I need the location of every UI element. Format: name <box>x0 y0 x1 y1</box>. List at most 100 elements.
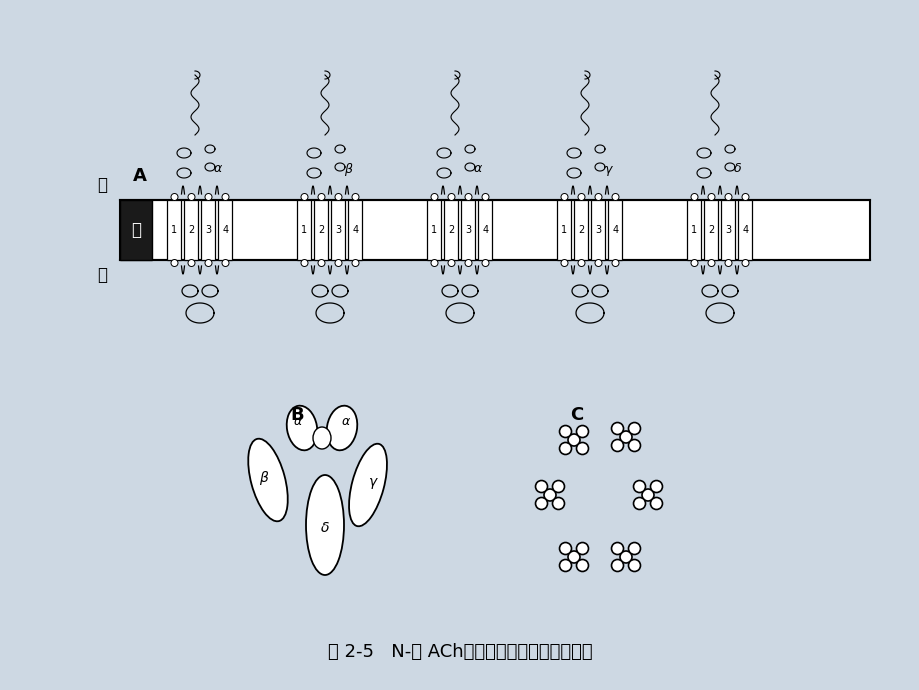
Circle shape <box>318 193 324 201</box>
Circle shape <box>187 193 195 201</box>
Text: 4: 4 <box>482 225 488 235</box>
Circle shape <box>724 193 732 201</box>
Circle shape <box>619 551 631 563</box>
Circle shape <box>611 440 623 451</box>
Ellipse shape <box>326 406 357 451</box>
Text: 4: 4 <box>352 225 358 235</box>
Text: 3: 3 <box>465 225 471 235</box>
Text: 3: 3 <box>595 225 601 235</box>
Circle shape <box>628 440 640 451</box>
Circle shape <box>742 259 748 266</box>
Bar <box>427 200 441 260</box>
Text: 1: 1 <box>431 225 437 235</box>
Bar <box>314 200 328 260</box>
Circle shape <box>171 259 177 266</box>
Text: 1: 1 <box>171 225 177 235</box>
Circle shape <box>448 259 455 266</box>
Circle shape <box>611 560 623 571</box>
Circle shape <box>628 542 640 555</box>
Circle shape <box>301 259 308 266</box>
Circle shape <box>552 497 564 509</box>
Text: 3: 3 <box>205 225 211 235</box>
Circle shape <box>559 442 571 455</box>
Text: 2: 2 <box>318 225 324 235</box>
Circle shape <box>430 193 437 201</box>
Bar <box>461 200 475 260</box>
Text: β: β <box>344 163 352 175</box>
Text: 4: 4 <box>742 225 748 235</box>
Ellipse shape <box>312 427 331 449</box>
Text: δ: δ <box>321 521 329 535</box>
Bar <box>557 200 571 260</box>
Circle shape <box>576 542 588 555</box>
Circle shape <box>690 259 698 266</box>
Circle shape <box>690 193 698 201</box>
Ellipse shape <box>306 475 344 575</box>
Text: 1: 1 <box>691 225 697 235</box>
Circle shape <box>352 193 358 201</box>
Circle shape <box>464 193 471 201</box>
Text: β: β <box>258 471 267 485</box>
Ellipse shape <box>287 406 317 451</box>
Bar <box>185 200 199 260</box>
Circle shape <box>221 193 229 201</box>
Bar <box>738 200 752 260</box>
Circle shape <box>335 259 342 266</box>
Circle shape <box>619 431 631 443</box>
Text: A: A <box>133 167 147 185</box>
Text: 2: 2 <box>578 225 584 235</box>
Text: 2: 2 <box>188 225 195 235</box>
Bar <box>478 200 492 260</box>
Circle shape <box>576 560 588 571</box>
Bar <box>219 200 233 260</box>
Circle shape <box>559 560 571 571</box>
Circle shape <box>318 259 324 266</box>
Circle shape <box>611 193 618 201</box>
Bar <box>573 200 588 260</box>
Text: B: B <box>289 406 303 424</box>
Text: γ: γ <box>604 163 611 175</box>
Circle shape <box>611 542 623 555</box>
Circle shape <box>577 193 584 201</box>
Bar <box>607 200 622 260</box>
Circle shape <box>628 560 640 571</box>
Circle shape <box>464 259 471 266</box>
Circle shape <box>482 193 489 201</box>
Bar <box>591 200 605 260</box>
Circle shape <box>567 434 579 446</box>
Circle shape <box>611 422 623 435</box>
Text: α: α <box>293 415 301 428</box>
Circle shape <box>724 259 732 266</box>
Text: α: α <box>342 415 350 428</box>
Circle shape <box>576 426 588 437</box>
Circle shape <box>187 259 195 266</box>
Text: 3: 3 <box>725 225 731 235</box>
Text: 2: 2 <box>448 225 454 235</box>
Circle shape <box>742 193 748 201</box>
Circle shape <box>352 259 358 266</box>
Circle shape <box>301 193 308 201</box>
Circle shape <box>628 422 640 435</box>
Circle shape <box>641 489 653 501</box>
Circle shape <box>335 193 342 201</box>
Circle shape <box>633 480 645 493</box>
Text: 内: 内 <box>96 266 107 284</box>
Circle shape <box>171 193 177 201</box>
Circle shape <box>576 442 588 455</box>
Text: 1: 1 <box>301 225 307 235</box>
Circle shape <box>708 193 714 201</box>
Circle shape <box>552 480 564 493</box>
Bar <box>444 200 458 260</box>
Circle shape <box>650 497 662 509</box>
Text: 图 2-5   N-型 ACh门控通道的分子结构示意图: 图 2-5 N-型 ACh门控通道的分子结构示意图 <box>327 643 592 661</box>
Text: 膜: 膜 <box>130 221 141 239</box>
Circle shape <box>559 542 571 555</box>
Text: C: C <box>570 406 583 424</box>
Circle shape <box>633 497 645 509</box>
Text: α: α <box>473 163 482 175</box>
Circle shape <box>559 426 571 437</box>
Circle shape <box>567 551 579 563</box>
Circle shape <box>595 193 601 201</box>
Text: 外: 外 <box>96 176 107 194</box>
Circle shape <box>430 259 437 266</box>
